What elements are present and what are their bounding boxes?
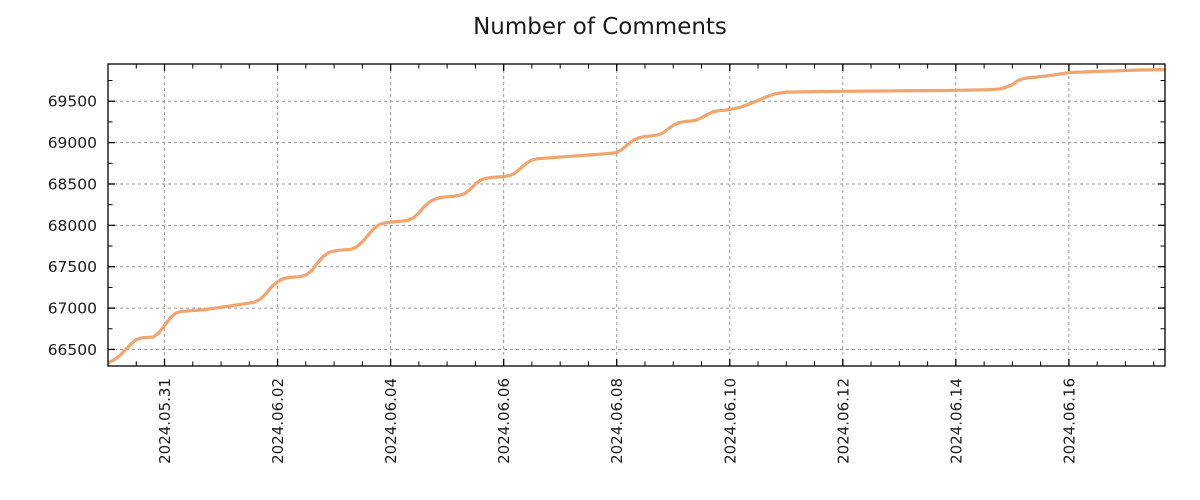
data-series-line <box>107 68 1166 365</box>
y-axis-tick-label: 68500 <box>48 175 97 193</box>
x-axis-tick-label: 2024.06.16 <box>1060 378 1078 464</box>
chart-title: Number of Comments <box>473 14 727 40</box>
ytick-label-layer: 66500 67000 67500 68000 68500 69000 69500 <box>48 93 97 359</box>
plot-frame <box>107 63 1166 367</box>
x-axis-tick-label: 2024.06.12 <box>834 378 852 464</box>
x-axis-tick-label: 2024.06.14 <box>947 378 965 464</box>
y-axis-tick-label: 69000 <box>48 134 97 152</box>
xtick-label-layer: 2024.05.31 2024.06.02 2024.06.04 2024.06.06… <box>156 378 1078 464</box>
y-axis-tick-label: 68000 <box>48 217 97 235</box>
y-axis-tick-label: 66500 <box>48 341 97 359</box>
x-axis-tick-label: 2024.06.04 <box>382 378 400 464</box>
tick-layer <box>107 64 1165 366</box>
y-axis-tick-label: 67500 <box>48 258 97 276</box>
axis-frame-layer <box>107 63 1166 367</box>
grid-layer <box>108 64 1165 366</box>
x-axis-tick-label: 2024.06.10 <box>721 378 739 464</box>
x-axis-tick-label: 2024.06.06 <box>495 378 513 464</box>
y-axis-tick-label: 67000 <box>48 300 97 318</box>
x-axis-tick-label: 2024.05.31 <box>156 378 174 464</box>
x-axis-tick-label: 2024.06.02 <box>269 378 287 464</box>
data-layer <box>107 68 1166 365</box>
y-axis-tick-label: 69500 <box>48 93 97 111</box>
x-axis-tick-label: 2024.06.08 <box>608 378 626 464</box>
